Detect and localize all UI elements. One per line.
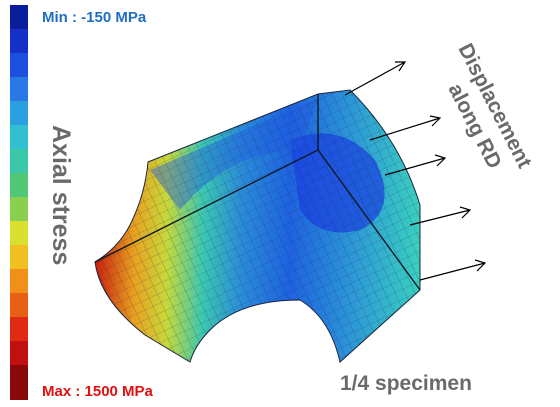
specimen	[95, 90, 420, 362]
color-bar-title: Axial stress	[47, 125, 75, 265]
figure: Min : -150 MPa Max : 1500 MPa Axial stre…	[0, 0, 560, 407]
color-bar	[10, 5, 28, 400]
min-label: Min : -150 MPa	[42, 9, 147, 26]
max-label: Max : 1500 MPa	[42, 383, 154, 400]
specimen-label: 1/4 specimen	[340, 372, 472, 395]
